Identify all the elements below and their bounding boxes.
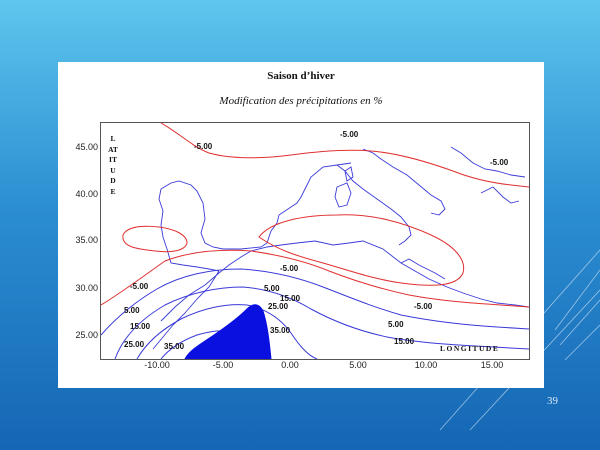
contour-label: -5.00 xyxy=(280,264,299,273)
page-number: 39 xyxy=(547,395,558,407)
contour-label: 15.00 xyxy=(280,294,301,303)
coastline-group xyxy=(152,146,529,350)
y-tick-label: 45.00 xyxy=(75,142,98,152)
contour-pos25 xyxy=(136,304,318,359)
figure-subtitle: Modification des précipitations en % xyxy=(219,95,383,107)
y-tick-label: 30.00 xyxy=(75,283,98,293)
contour-neg5-south xyxy=(101,249,529,308)
contour-label: -5.00 xyxy=(340,130,359,139)
contour-label: -5.00 xyxy=(130,282,149,291)
y-tick-label: 40.00 xyxy=(75,189,98,199)
contour-pos15 xyxy=(114,286,529,359)
coastline-morocco xyxy=(152,270,220,350)
coastline-italy-east xyxy=(362,148,446,216)
contour-label: 5.00 xyxy=(124,306,140,315)
x-tick-label: -5.00 xyxy=(212,360,234,370)
figure-title: Saison d’hiver xyxy=(267,70,335,82)
contour-label: 35.00 xyxy=(270,326,291,335)
contour-neg5-westblob xyxy=(122,225,188,253)
coastline-france-west xyxy=(158,188,220,272)
coastline-greece xyxy=(480,186,520,204)
figure-panel: Saison d’hiver Modification des précipit… xyxy=(58,62,544,388)
contour-neg5-central xyxy=(258,214,465,286)
coastline-iberia xyxy=(160,162,352,250)
coastline-libya xyxy=(400,258,446,280)
contour-label: -5.00 xyxy=(414,302,433,311)
map-plot-area xyxy=(100,122,530,360)
contour-label: 5.00 xyxy=(264,284,280,293)
contour-neg5-north xyxy=(160,123,529,188)
coastline-balkans xyxy=(450,146,526,178)
contour-label: 35.00 xyxy=(164,342,185,351)
contour-label: 25.00 xyxy=(268,302,289,311)
contour-label: 25.00 xyxy=(124,340,145,349)
coastline-corsica xyxy=(344,166,354,182)
x-tick-label: -10.00 xyxy=(144,360,170,370)
x-tick-label: 15.00 xyxy=(480,360,504,370)
coastline-sardinia xyxy=(334,182,352,208)
positive-contours xyxy=(101,268,529,359)
contour-label: 5.00 xyxy=(388,320,404,329)
contour-label: 15.00 xyxy=(130,322,151,331)
x-tick-label: 10.00 xyxy=(414,360,438,370)
coastline-italy xyxy=(336,164,412,246)
x-tick-label: 0.00 xyxy=(281,360,299,370)
negative-contours xyxy=(101,123,529,308)
precipitation-maximum-fill xyxy=(184,304,272,359)
contour-label: -5.00 xyxy=(194,142,213,151)
coastline-north-africa xyxy=(160,240,529,322)
contour-pos5 xyxy=(101,268,529,336)
x-tick-label: 5.00 xyxy=(349,360,367,370)
y-axis-label: LATITUDE xyxy=(108,134,118,196)
y-tick-label: 35.00 xyxy=(75,235,98,245)
x-axis-label: LONGITUDE xyxy=(440,344,500,353)
y-tick-label: 25.00 xyxy=(75,330,98,340)
contour-label: 15.00 xyxy=(394,337,415,346)
contour-label: -5.00 xyxy=(490,158,509,167)
